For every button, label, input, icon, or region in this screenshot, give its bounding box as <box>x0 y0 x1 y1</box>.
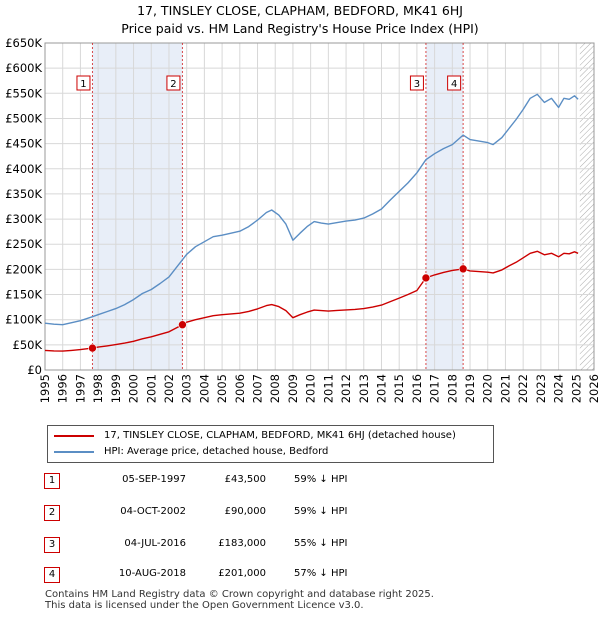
x-tick-label: 2019 <box>463 374 477 403</box>
y-tick-label: £50K <box>13 338 43 352</box>
y-tick-label: £200K <box>5 262 42 276</box>
price-chart: £0 £50K £100K £150K £200K £250K £300K £350K £400… <box>5 36 600 403</box>
x-tick-label: 1996 <box>56 374 70 403</box>
transaction-price: £201,000 <box>218 568 266 579</box>
x-tick-label: 2007 <box>251 374 265 403</box>
footer-copyright: Contains HM Land Registry data © Crown c… <box>45 589 434 600</box>
sale-number-box <box>166 75 181 91</box>
plot-frame <box>44 42 595 371</box>
x-tick-label: 2014 <box>374 374 388 403</box>
x-tick-label: 2020 <box>481 374 495 403</box>
x-tick-label: 2009 <box>286 374 300 403</box>
transaction-row: 2 04-OCT-2002 £90,000 59% ↓ HPI <box>44 505 444 523</box>
transaction-date: 05-SEP-1997 <box>122 474 186 485</box>
x-tick-label: 2024 <box>552 374 566 403</box>
y-tick-label: £250K <box>5 237 42 251</box>
x-tick-label: 2008 <box>268 374 282 403</box>
x-tick-label: 1998 <box>91 374 105 403</box>
hpi-line-swatch <box>54 451 94 453</box>
footer-licence: This data is licensed under the Open Gov… <box>45 600 364 611</box>
x-tick-label: 2016 <box>410 374 424 403</box>
x-tick-label: 2011 <box>321 374 335 403</box>
transaction-number-badge: 2 <box>44 505 60 521</box>
transaction-date: 04-OCT-2002 <box>120 506 186 517</box>
y-tick-label: £450K <box>5 137 42 151</box>
x-tick-label: 2003 <box>180 374 194 403</box>
sale-number-label: 1 <box>80 79 86 90</box>
legend-label-price-paid: 17, TINSLEY CLOSE, CLAPHAM, BEDFORD, MK4… <box>104 430 456 441</box>
x-tick-label: 2026 <box>587 374 600 403</box>
price-paid-series-line <box>44 250 579 352</box>
y-tick-label: £150K <box>5 288 42 302</box>
x-tick-label: 2012 <box>339 374 353 403</box>
x-tick-label: 2017 <box>428 374 442 403</box>
x-tick-label: 2015 <box>392 374 406 403</box>
transaction-hpi-diff: 59% ↓ HPI <box>294 506 348 517</box>
x-tick-label: 2010 <box>304 374 318 403</box>
transaction-row: 3 04-JUL-2016 £183,000 55% ↓ HPI <box>44 537 444 555</box>
x-tick-label: 2002 <box>162 374 176 403</box>
transaction-price: £43,500 <box>224 474 266 485</box>
transaction-hpi-diff: 59% ↓ HPI <box>294 474 348 485</box>
transaction-date: 10-AUG-2018 <box>118 568 186 579</box>
sale-number-box <box>76 75 91 91</box>
x-tick-label: 2006 <box>233 374 247 403</box>
ownership-shade <box>425 43 464 370</box>
x-tick-label: 2018 <box>445 374 459 403</box>
x-tick-label: 2001 <box>144 374 158 403</box>
sale-number-label: 2 <box>170 79 176 90</box>
sale-marker <box>178 320 187 330</box>
transaction-price: £90,000 <box>224 506 266 517</box>
x-tick-label: 2023 <box>534 374 548 403</box>
x-tick-label: 2004 <box>197 374 211 403</box>
price-paid-line-swatch <box>54 435 94 437</box>
sale-number-label: 4 <box>451 79 457 90</box>
x-tick-label: 2022 <box>516 374 530 403</box>
y-tick-label: £550K <box>5 86 42 100</box>
transaction-row: 1 05-SEP-1997 £43,500 59% ↓ HPI <box>44 473 444 491</box>
chart-title: 17, TINSLEY CLOSE, CLAPHAM, BEDFORD, MK4… <box>0 2 600 38</box>
y-tick-label: £100K <box>5 313 42 327</box>
y-tick-label: £500K <box>5 111 42 125</box>
transaction-row: 4 10-AUG-2018 £201,000 57% ↓ HPI <box>44 567 444 585</box>
x-tick-label: 2000 <box>127 374 141 403</box>
y-tick-label: £400K <box>5 162 42 176</box>
title-line-2: Price paid vs. HM Land Registry's House … <box>121 21 479 36</box>
y-tick-label: £650K <box>5 36 42 50</box>
y-tick-label: £600K <box>5 61 42 75</box>
title-line-1: 17, TINSLEY CLOSE, CLAPHAM, BEDFORD, MK4… <box>137 3 463 18</box>
transaction-hpi-diff: 57% ↓ HPI <box>294 568 348 579</box>
sale-marker <box>88 343 97 353</box>
transaction-number-badge: 3 <box>44 537 60 553</box>
footer: Contains HM Land Registry data © Crown c… <box>45 589 434 611</box>
x-tick-label: 1997 <box>73 374 87 403</box>
hpi-series-line <box>44 93 579 326</box>
x-tick-label: 2005 <box>215 374 229 403</box>
y-tick-label: £0 <box>27 363 42 377</box>
transaction-date: 04-JUL-2016 <box>124 538 186 549</box>
x-tick-label: 1995 <box>38 374 52 403</box>
legend-label-hpi: HPI: Average price, detached house, Bedf… <box>104 446 329 457</box>
x-tick-label: 2025 <box>569 374 583 403</box>
x-tick-label: 1999 <box>109 374 123 403</box>
transaction-hpi-diff: 55% ↓ HPI <box>294 538 348 549</box>
forecast-hatch <box>579 43 594 370</box>
transaction-price: £183,000 <box>218 538 266 549</box>
x-tick-label: 2021 <box>498 374 512 403</box>
sale-marker <box>458 264 468 274</box>
sale-number-box <box>447 75 462 91</box>
x-tick-label: 2013 <box>357 374 371 403</box>
sale-number-box <box>409 75 424 91</box>
legend: 17, TINSLEY CLOSE, CLAPHAM, BEDFORD, MK4… <box>47 425 494 463</box>
sale-number-label: 3 <box>414 79 420 90</box>
y-tick-label: £350K <box>5 187 42 201</box>
y-tick-label: £300K <box>5 212 42 226</box>
sale-marker <box>421 273 431 283</box>
transaction-number-badge: 1 <box>44 473 60 489</box>
transaction-number-badge: 4 <box>44 567 60 583</box>
ownership-shade <box>92 43 183 370</box>
